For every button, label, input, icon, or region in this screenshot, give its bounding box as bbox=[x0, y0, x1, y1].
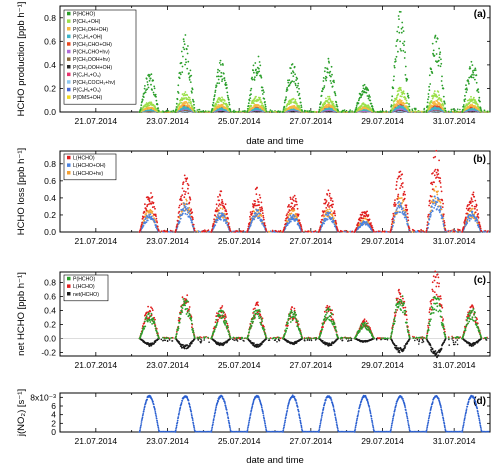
x-tick-label: 25.07.2014 bbox=[218, 116, 261, 126]
x-tick-label: 31.07.2014 bbox=[433, 116, 476, 126]
panel-label: (a) bbox=[474, 9, 486, 20]
y-tick-label: 0.0 bbox=[44, 107, 56, 117]
x-axis-label: date and time bbox=[246, 136, 304, 147]
y-tick-label: 0.8 bbox=[44, 13, 56, 23]
x-tick-label: 29.07.2014 bbox=[361, 116, 404, 126]
x-tick-label: 27.07.2014 bbox=[290, 116, 333, 126]
x-tick-label: 23.07.2014 bbox=[146, 116, 189, 126]
y-axis-label: HCHO production [ppb h⁻¹] bbox=[16, 2, 27, 117]
y-tick-label: 0.2 bbox=[44, 83, 56, 93]
panel-a-production: 0.0 0.2 0.4 0.6 0.8 21.07.2014 23.07.2014 25.07… bbox=[16, 2, 491, 147]
y-tick-label: 0.6 bbox=[44, 36, 56, 46]
x-tick-label: 21.07.2014 bbox=[75, 116, 118, 126]
y-tick-label: 0.4 bbox=[44, 60, 56, 70]
points bbox=[138, 10, 490, 113]
